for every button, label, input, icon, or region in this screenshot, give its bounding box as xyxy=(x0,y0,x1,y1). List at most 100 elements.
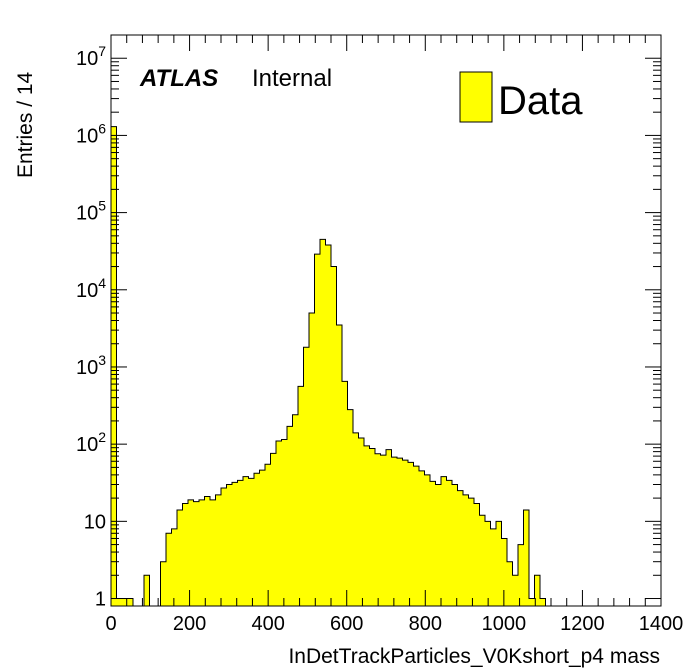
histogram-bar xyxy=(463,494,469,606)
histogram-bars xyxy=(110,126,546,607)
histogram-bar xyxy=(204,496,210,606)
histogram-bar xyxy=(116,598,122,606)
histogram-bar xyxy=(512,575,518,606)
histogram-bar xyxy=(413,466,419,606)
histogram-bar xyxy=(364,445,370,606)
histogram-bar xyxy=(468,498,474,606)
histogram-bar xyxy=(254,473,260,606)
histogram-bar xyxy=(221,488,227,606)
histogram-bar xyxy=(320,239,326,606)
y-tick-label: 102 xyxy=(76,429,106,456)
histogram-bar xyxy=(111,126,117,606)
y-tick-label: 105 xyxy=(76,198,106,225)
histogram-bar xyxy=(479,515,485,606)
histogram-bar xyxy=(303,347,309,606)
histogram-bar xyxy=(446,480,452,606)
atlas-status-label: Internal xyxy=(252,65,332,92)
histogram-bar xyxy=(188,499,194,606)
histogram-bar xyxy=(424,474,430,606)
histogram-bar xyxy=(193,501,199,606)
histogram-bar xyxy=(182,503,188,606)
x-tick-label: 400 xyxy=(251,613,284,635)
histogram-bar xyxy=(199,499,205,606)
histogram-bar xyxy=(166,533,172,606)
histogram-bar xyxy=(375,453,381,606)
histogram-bar xyxy=(270,453,276,606)
x-tick-labels: 0 200 400 600 800 1000 1200 1400 xyxy=(105,613,683,635)
y-axis-title: Entries / 14 xyxy=(14,71,37,178)
histogram-bar xyxy=(386,449,392,606)
histogram-bar xyxy=(336,324,342,606)
x-axis-title: InDetTrackParticles_V0Kshort_p4 mass xyxy=(288,645,660,668)
histogram-bar xyxy=(281,439,287,606)
atlas-label: ATLAS xyxy=(139,65,218,92)
histogram-bar xyxy=(540,598,546,606)
histogram-bar xyxy=(171,528,177,606)
histogram-bar xyxy=(529,598,535,606)
histogram-bar xyxy=(331,266,337,606)
histogram-bar xyxy=(419,470,425,606)
histogram-bar xyxy=(276,440,282,606)
histogram-bar xyxy=(210,499,216,606)
histogram-bar xyxy=(507,561,513,606)
histogram-bar xyxy=(215,494,221,606)
histogram-bar xyxy=(342,381,348,606)
legend-swatch xyxy=(459,71,493,123)
histogram-bar xyxy=(325,245,331,607)
histogram-bar xyxy=(243,476,249,606)
histogram-bar xyxy=(353,432,359,606)
histogram-bar xyxy=(402,460,408,606)
histogram-bar xyxy=(490,528,496,606)
y-tick-label: 1 xyxy=(95,589,106,611)
y-tick-label: 10 xyxy=(84,511,106,533)
histogram-bar xyxy=(287,426,293,606)
histogram-bar xyxy=(369,448,375,606)
y-tick-label: 107 xyxy=(76,43,106,70)
histogram-bar xyxy=(292,414,298,606)
x-tick-label: 200 xyxy=(173,613,206,635)
histogram-bar xyxy=(430,481,436,606)
histogram-bar xyxy=(496,521,502,606)
histogram-bar xyxy=(226,484,232,606)
histogram-bar xyxy=(408,462,414,606)
histogram-bar xyxy=(485,521,491,606)
histogram-bar xyxy=(259,470,265,606)
histogram-bar xyxy=(177,510,183,606)
histogram-bar xyxy=(441,476,447,606)
histogram-bar xyxy=(474,503,480,606)
histogram-bar xyxy=(314,254,320,606)
histogram-bar xyxy=(127,598,133,606)
histogram-bar xyxy=(347,409,353,606)
histogram-bar xyxy=(435,484,441,606)
histogram-bar xyxy=(160,561,166,606)
histogram-bar xyxy=(457,490,463,606)
histogram-bar xyxy=(144,575,150,606)
legend: Data xyxy=(459,71,583,123)
histogram-bar xyxy=(380,455,386,606)
axis-ticks xyxy=(110,34,662,606)
histogram-bar xyxy=(397,458,403,606)
x-tick-label: 1200 xyxy=(560,613,605,635)
histogram-bar xyxy=(358,438,364,606)
y-tick-label: 103 xyxy=(76,352,106,379)
histogram-bar xyxy=(518,544,524,606)
x-tick-label: 800 xyxy=(409,613,442,635)
histogram-bar xyxy=(122,598,128,606)
y-tick-label: 106 xyxy=(76,120,106,147)
x-tick-label: 1400 xyxy=(639,613,684,635)
y-tick-label: 104 xyxy=(76,275,106,302)
y-tick-labels: 1 10 102 103 104 105 106 107 xyxy=(76,43,106,610)
histogram-bar xyxy=(391,457,397,606)
x-tick-label: 600 xyxy=(330,613,363,635)
histogram-bar xyxy=(232,482,238,606)
x-tick-label: 0 xyxy=(105,613,116,635)
x-tick-label: 1000 xyxy=(482,613,527,635)
histogram-bar xyxy=(265,464,271,606)
histogram-bar xyxy=(309,313,315,606)
histogram-bar xyxy=(534,575,540,606)
histogram-bar xyxy=(501,538,507,606)
histogram-bar xyxy=(237,480,243,606)
histogram-bar xyxy=(298,386,304,606)
histogram-bar xyxy=(248,478,254,606)
